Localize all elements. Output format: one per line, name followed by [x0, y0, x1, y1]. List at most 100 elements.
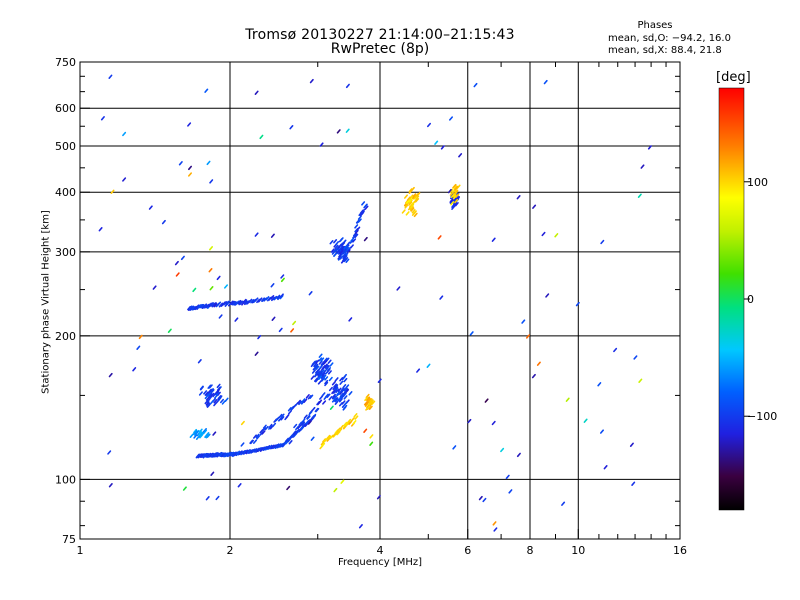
data-point — [411, 209, 416, 214]
data-point — [343, 386, 348, 392]
data-point — [473, 82, 478, 88]
data-point — [368, 398, 373, 403]
data-point — [208, 268, 213, 273]
data-point — [323, 437, 328, 443]
data-point — [328, 376, 333, 382]
data-point — [369, 434, 374, 439]
data-point — [452, 193, 457, 198]
data-point — [136, 345, 141, 350]
data-point — [303, 414, 308, 419]
data-point — [98, 227, 103, 232]
data-point — [339, 380, 344, 385]
data-point — [215, 391, 220, 396]
data-point — [300, 426, 305, 431]
data-point — [361, 201, 366, 206]
data-point — [449, 191, 454, 196]
data-point — [280, 442, 285, 448]
data-point — [329, 240, 334, 245]
data-point — [324, 367, 329, 372]
data-point — [217, 395, 222, 400]
data-point — [309, 394, 314, 399]
data-point — [204, 399, 209, 405]
data-point — [279, 293, 284, 298]
data-point — [215, 495, 220, 501]
data-point — [408, 199, 413, 205]
data-point — [148, 205, 153, 210]
data-point — [276, 294, 281, 300]
data-point — [306, 414, 311, 420]
data-point — [321, 372, 326, 377]
data-point — [309, 78, 314, 84]
data-point — [229, 300, 234, 305]
data-point — [209, 246, 213, 251]
data-point — [296, 428, 301, 434]
data-point — [214, 394, 219, 399]
data-point — [255, 433, 260, 439]
data-point — [369, 441, 374, 446]
data-point — [367, 398, 372, 403]
data-point — [288, 410, 292, 415]
data-point — [561, 501, 566, 506]
data-point — [263, 297, 268, 302]
data-point — [335, 241, 340, 246]
data-point — [268, 425, 273, 430]
data-point — [195, 435, 200, 440]
data-point — [505, 474, 510, 480]
data-point — [318, 373, 323, 378]
data-point — [341, 388, 346, 393]
data-point — [345, 128, 350, 133]
data-point — [263, 446, 268, 451]
data-point — [482, 497, 487, 503]
data-point — [193, 430, 198, 435]
data-point — [207, 384, 212, 389]
data-point — [458, 153, 463, 158]
data-point — [545, 293, 550, 298]
data-point — [357, 215, 362, 220]
data-point — [271, 296, 275, 302]
data-point — [195, 304, 200, 309]
data-point — [208, 302, 212, 307]
data-point — [341, 242, 346, 247]
data-point — [323, 357, 328, 362]
data-point — [174, 260, 179, 266]
data-point — [310, 436, 315, 441]
data-point — [339, 392, 344, 398]
data-point — [354, 233, 359, 239]
chart-title: Tromsø 20130227 21:14:00–21:15:43 — [245, 27, 515, 43]
data-point — [275, 443, 280, 448]
data-point — [209, 388, 214, 393]
data-point — [287, 407, 292, 412]
data-point — [449, 199, 454, 205]
data-point — [234, 451, 239, 456]
data-point — [250, 299, 255, 304]
data-point — [286, 485, 291, 491]
data-point — [343, 395, 348, 400]
data-point — [336, 427, 341, 432]
data-point — [345, 83, 350, 89]
data-point — [334, 398, 339, 403]
data-point — [303, 398, 308, 403]
data-point — [290, 328, 295, 333]
data-point — [210, 389, 215, 394]
data-point — [322, 360, 327, 365]
data-point — [328, 386, 333, 392]
data-point — [491, 420, 496, 426]
data-point — [108, 372, 113, 378]
data-point — [201, 453, 206, 458]
data-point — [334, 377, 339, 382]
data-point — [334, 386, 339, 391]
data-point — [315, 365, 320, 370]
data-point — [319, 142, 324, 147]
data-point — [326, 393, 331, 398]
data-point — [138, 334, 143, 340]
colorbar-tick-label: −100 — [747, 410, 777, 423]
data-point — [454, 198, 459, 204]
data-point — [207, 392, 212, 397]
data-point — [449, 198, 454, 203]
data-point — [108, 483, 113, 488]
data-point — [331, 389, 336, 395]
data-point — [341, 250, 345, 255]
data-point — [204, 452, 209, 458]
data-point — [349, 244, 354, 249]
